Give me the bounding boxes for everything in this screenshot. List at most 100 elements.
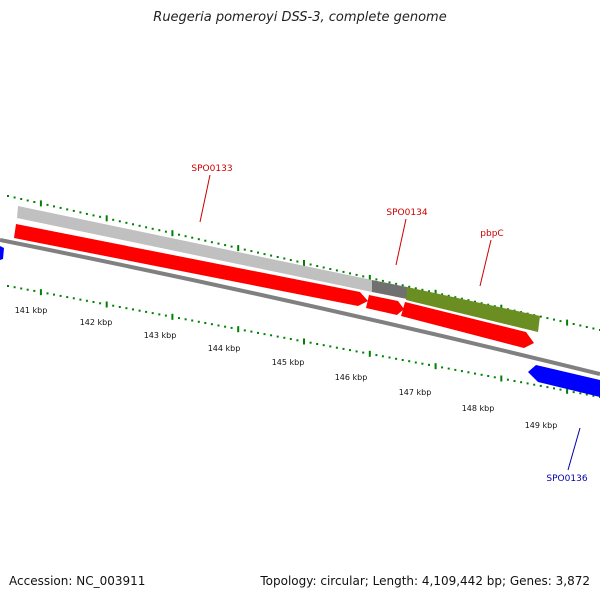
minor-tick <box>513 380 516 382</box>
minor-tick <box>118 220 121 223</box>
minor-tick <box>224 244 227 247</box>
minor-tick <box>447 294 450 297</box>
genome-backbone <box>0 238 600 376</box>
minor-tick <box>59 294 62 297</box>
minor-tick <box>250 330 253 333</box>
minor-tick <box>296 260 299 263</box>
minor-tick <box>480 302 483 305</box>
major-tick <box>105 301 108 308</box>
minor-tick <box>375 278 378 281</box>
minor-tick <box>112 304 115 307</box>
minor-tick <box>243 248 246 251</box>
minor-tick <box>204 239 207 242</box>
minor-tick <box>79 298 82 301</box>
minor-tick <box>533 383 536 386</box>
minor-tick <box>92 214 95 217</box>
scale-label: 143 kbp <box>144 331 177 340</box>
minor-tick <box>158 313 161 316</box>
major-tick <box>39 289 42 296</box>
minor-tick <box>26 288 29 291</box>
minor-tick <box>579 324 582 327</box>
minor-tick <box>138 309 141 312</box>
minor-tick <box>467 299 470 302</box>
minor-tick <box>164 230 167 233</box>
gene-arrow-pbpC[interactable] <box>401 302 534 348</box>
minor-tick <box>428 363 430 366</box>
minor-tick <box>224 325 227 328</box>
minor-tick <box>79 211 82 214</box>
minor-tick <box>158 229 161 232</box>
map-title: Ruegeria pomeroyi DSS-3, complete genome <box>153 10 447 25</box>
feature-band-light <box>17 206 372 292</box>
minor-tick <box>546 386 549 389</box>
label-connector-SPO0134 <box>395 218 407 266</box>
minor-tick <box>13 196 16 199</box>
minor-tick <box>20 198 23 200</box>
minor-tick <box>592 327 595 330</box>
minor-tick <box>585 326 588 328</box>
minor-tick <box>342 347 345 350</box>
minor-tick <box>388 356 391 359</box>
minor-tick <box>414 287 417 290</box>
minor-tick <box>53 293 55 296</box>
genome-stats-text: Topology: circular; Length: 4,109,442 bp… <box>260 574 590 588</box>
minor-tick <box>553 318 555 321</box>
minor-tick <box>210 241 213 244</box>
gene-label-pbpC[interactable]: pbpC <box>480 229 503 239</box>
minor-tick <box>467 371 470 374</box>
gene-label-SPO0134[interactable]: SPO0134 <box>386 208 427 218</box>
minor-tick <box>85 212 88 215</box>
scale-label: 148 kbp <box>462 404 495 413</box>
minor-tick <box>210 323 213 326</box>
major-tick <box>368 350 371 357</box>
minor-tick <box>309 341 312 344</box>
minor-tick <box>342 270 345 273</box>
minor-tick <box>151 227 154 230</box>
minor-tick <box>184 318 187 321</box>
major-tick <box>303 260 305 266</box>
minor-tick <box>309 263 312 266</box>
minor-tick <box>395 357 398 360</box>
gene-arrow-left-edge[interactable] <box>0 246 4 260</box>
label-connector-SPO0136 <box>567 427 581 471</box>
minor-tick <box>197 238 200 241</box>
minor-tick <box>447 367 450 370</box>
minor-tick <box>408 360 411 363</box>
minor-tick <box>72 209 75 212</box>
minor-tick <box>572 323 575 325</box>
minor-tick <box>112 218 115 221</box>
minor-tick <box>257 331 259 334</box>
gene-arrow-SPO0134[interactable] <box>366 295 404 315</box>
minor-tick <box>59 206 62 209</box>
inner-tick-ring <box>7 285 600 398</box>
minor-tick <box>493 376 496 379</box>
gene-label-SPO0133[interactable]: SPO0133 <box>191 164 232 174</box>
minor-tick <box>217 242 220 245</box>
gene-arrow-SPO0133[interactable] <box>14 224 368 306</box>
minor-tick <box>375 354 378 357</box>
minor-tick <box>66 296 69 299</box>
minor-tick <box>362 351 365 354</box>
minor-tick <box>289 259 292 261</box>
minor-tick <box>257 251 259 254</box>
minor-tick <box>20 287 23 290</box>
major-tick <box>39 200 42 207</box>
minor-tick <box>197 320 200 323</box>
major-tick <box>566 387 569 394</box>
gene-label-SPO0136[interactable]: SPO0136 <box>546 474 587 484</box>
minor-tick <box>355 350 358 353</box>
minor-tick <box>99 302 102 305</box>
minor-tick <box>559 388 562 391</box>
minor-tick <box>217 324 220 327</box>
minor-tick <box>283 257 286 260</box>
minor-tick <box>579 392 582 395</box>
minor-tick <box>46 292 49 295</box>
minor-tick <box>322 266 325 269</box>
minor-tick <box>474 372 476 375</box>
minor-tick <box>7 285 9 287</box>
minor-tick <box>441 293 444 296</box>
minor-tick <box>66 208 69 211</box>
minor-tick <box>276 335 279 338</box>
minor-tick <box>506 378 509 381</box>
gene-arrow-SPO0136[interactable] <box>528 365 600 397</box>
